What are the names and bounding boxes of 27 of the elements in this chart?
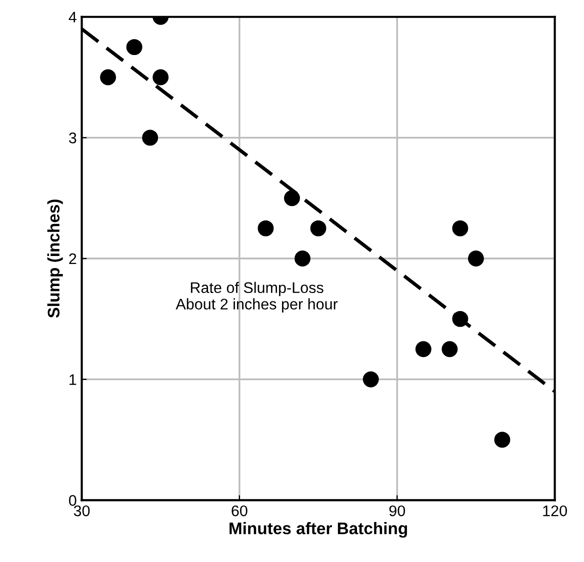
- point: [415, 341, 432, 358]
- point: [362, 371, 379, 388]
- x-tick-label: 60: [232, 505, 248, 516]
- point: [126, 39, 142, 56]
- x-tick-label: 30: [74, 505, 90, 516]
- point: [152, 69, 169, 86]
- annotation: Rate of Slump-Loss About 2 inches per hour: [176, 282, 338, 313]
- point: [310, 220, 326, 236]
- x-tick-label: 90: [389, 505, 406, 516]
- point: [442, 341, 458, 358]
- y-tick-label: 2: [69, 253, 76, 264]
- y-tick-label: 0: [69, 495, 76, 506]
- point: [494, 432, 510, 448]
- x-tick-label: 120: [543, 505, 567, 516]
- y-axis-title: Slump (inches): [47, 200, 63, 318]
- y-tick-label: 3: [68, 132, 76, 144]
- y-tick-label: 1: [70, 374, 76, 385]
- point: [100, 69, 116, 86]
- point: [452, 220, 468, 236]
- point: [468, 250, 484, 266]
- point: [294, 250, 310, 266]
- point: [284, 190, 300, 206]
- y-tick-label: 4: [68, 12, 76, 22]
- point: [258, 220, 274, 236]
- point: [142, 130, 158, 146]
- point: [452, 310, 468, 327]
- x-axis-title: Minutes after Batching: [230, 522, 407, 538]
